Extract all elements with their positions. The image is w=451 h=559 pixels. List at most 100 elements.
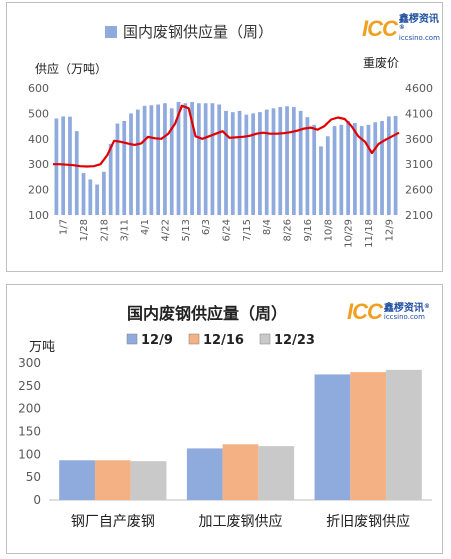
icc-logo-2: ICC 鑫椤资讯® iccsino.com [347, 299, 430, 325]
bar-supply [312, 124, 317, 215]
y-tick: 100 [18, 447, 41, 461]
y-tick-right: 4600 [405, 82, 433, 95]
bar-supply [251, 113, 256, 215]
bar-supply [217, 104, 222, 215]
y-tick: 200 [18, 402, 41, 416]
bar-supply [359, 126, 364, 215]
bar-supply [163, 103, 167, 215]
bar-supply [366, 124, 371, 215]
x-tick-label: 3/11 [120, 219, 131, 241]
y-axis-left-title: 供应（万吨） [35, 61, 107, 76]
logo-url: iccsino.com [398, 34, 440, 42]
x-tick-label: 7/15 [242, 219, 253, 241]
bar-supply [264, 109, 269, 215]
bar-supply [224, 110, 228, 215]
legend-label-12/9: 12/9 [141, 333, 173, 348]
bar-supply [393, 115, 398, 215]
x-tick-label: 1/28 [79, 219, 90, 241]
bar-12/9 [186, 448, 223, 500]
x-tick-label: 10/29 [344, 219, 355, 248]
chart-panel-weekly-supply-trend: 国内废钢供应量（周） 供应（万吨） 重废价 100 200 300 400 500 600 210… [6, 2, 443, 272]
legend-swatch-12/16 [188, 333, 200, 345]
x-tick-label: 4/22 [160, 219, 171, 241]
bar-supply [169, 108, 174, 215]
chart-1-svg: 国内废钢供应量（周） 供应（万吨） 重废价 100 200 300 400 500 600 210… [28, 23, 433, 248]
bar-supply [332, 126, 337, 215]
x-tick-label: 6/24 [222, 219, 233, 241]
bar-supply [285, 106, 289, 215]
chart-panel-supply-by-category: 国内废钢供应量（周） 12/9 12/16 12/23 万吨 0 50 100 150 200 25… [6, 284, 443, 554]
logo-cn-2: 鑫椤资讯® [383, 302, 430, 314]
bar-supply [129, 113, 133, 215]
bar-supply [61, 116, 66, 215]
x-tick-label: 1/7 [59, 219, 70, 235]
x-tick-label: 8/26 [283, 219, 294, 241]
y-tick-right: 3100 [405, 158, 433, 171]
y-tick: 250 [18, 379, 41, 393]
x-category-label: 钢厂自产废钢 [71, 514, 155, 530]
y-tick-left: 100 [28, 209, 49, 222]
x-tick-label: 5/13 [181, 219, 192, 241]
bar-supply [176, 101, 181, 215]
x-tick-label: 4/1 [140, 219, 151, 235]
bar-supply [74, 131, 79, 215]
bar-supply [278, 107, 283, 215]
x-tick-label: 2/18 [99, 219, 110, 241]
x-tick-label: 9/16 [303, 219, 314, 241]
bar-supply [183, 103, 188, 215]
bar-supply [149, 105, 154, 215]
bar-supply [196, 103, 201, 215]
bar-supply [142, 105, 147, 215]
chart-2-svg: 国内废钢供应量（周） 12/9 12/16 12/23 万吨 0 50 100 150 200 25… [18, 304, 432, 530]
bar-12/16 [350, 372, 387, 500]
y-tick: 300 [18, 356, 41, 370]
bar-supply [210, 103, 215, 215]
legend-label-12/23: 12/23 [274, 333, 315, 348]
x-tick-label: 10/8 [323, 219, 334, 241]
bar-supply [190, 101, 194, 215]
logo-brand-2: ICC [347, 299, 383, 324]
x-category-label: 折旧废钢供应 [326, 513, 410, 530]
bar-12/16 [94, 460, 131, 500]
bar-supply [81, 173, 86, 215]
bar-supply [54, 118, 59, 215]
bar-12/9 [314, 374, 351, 500]
line-heavy-scrap-price [53, 104, 400, 168]
bar-supply [156, 104, 161, 215]
y-tick-right: 3600 [405, 133, 433, 146]
bar-supply [122, 121, 127, 215]
bar-supply [319, 146, 323, 215]
bar-supply [339, 124, 344, 215]
y-tick-right: 2100 [405, 209, 433, 222]
bar-supply [108, 143, 113, 215]
bar-12/23 [386, 369, 422, 500]
logo-brand: ICC [362, 15, 398, 41]
bar-supply [380, 121, 384, 215]
bar-supply [271, 108, 276, 215]
bar-supply [386, 116, 391, 215]
bar-supply [373, 122, 378, 215]
bar-supply [244, 114, 249, 215]
y-tick-left: 600 [28, 82, 49, 95]
bar-supply [230, 112, 235, 215]
bar-12/9 [59, 460, 95, 500]
x-tick-label: 8/4 [262, 219, 273, 235]
y-tick-left: 500 [28, 107, 49, 120]
bar-supply [325, 136, 330, 215]
legend-label-supply: 国内废钢供应量（周） [123, 23, 273, 41]
bar-supply [258, 112, 262, 215]
y-tick-left: 400 [28, 133, 49, 146]
x-tick-label: 6/3 [201, 219, 212, 235]
legend-label-12/16: 12/16 [203, 333, 244, 348]
y-tick-left: 300 [28, 158, 49, 171]
icc-logo: ICC 鑫椤资讯® iccsino.com [362, 15, 442, 42]
bar-supply [135, 109, 140, 215]
bar-supply [102, 171, 106, 215]
bar-supply [346, 121, 350, 215]
y-axis-right-title: 重废价 [363, 55, 399, 70]
legend-swatch-12/23 [259, 333, 271, 345]
y-tick: 0 [33, 493, 41, 507]
bar-12/16 [222, 444, 259, 500]
bar-supply [305, 117, 310, 215]
legend-swatch-12/9 [126, 333, 138, 345]
